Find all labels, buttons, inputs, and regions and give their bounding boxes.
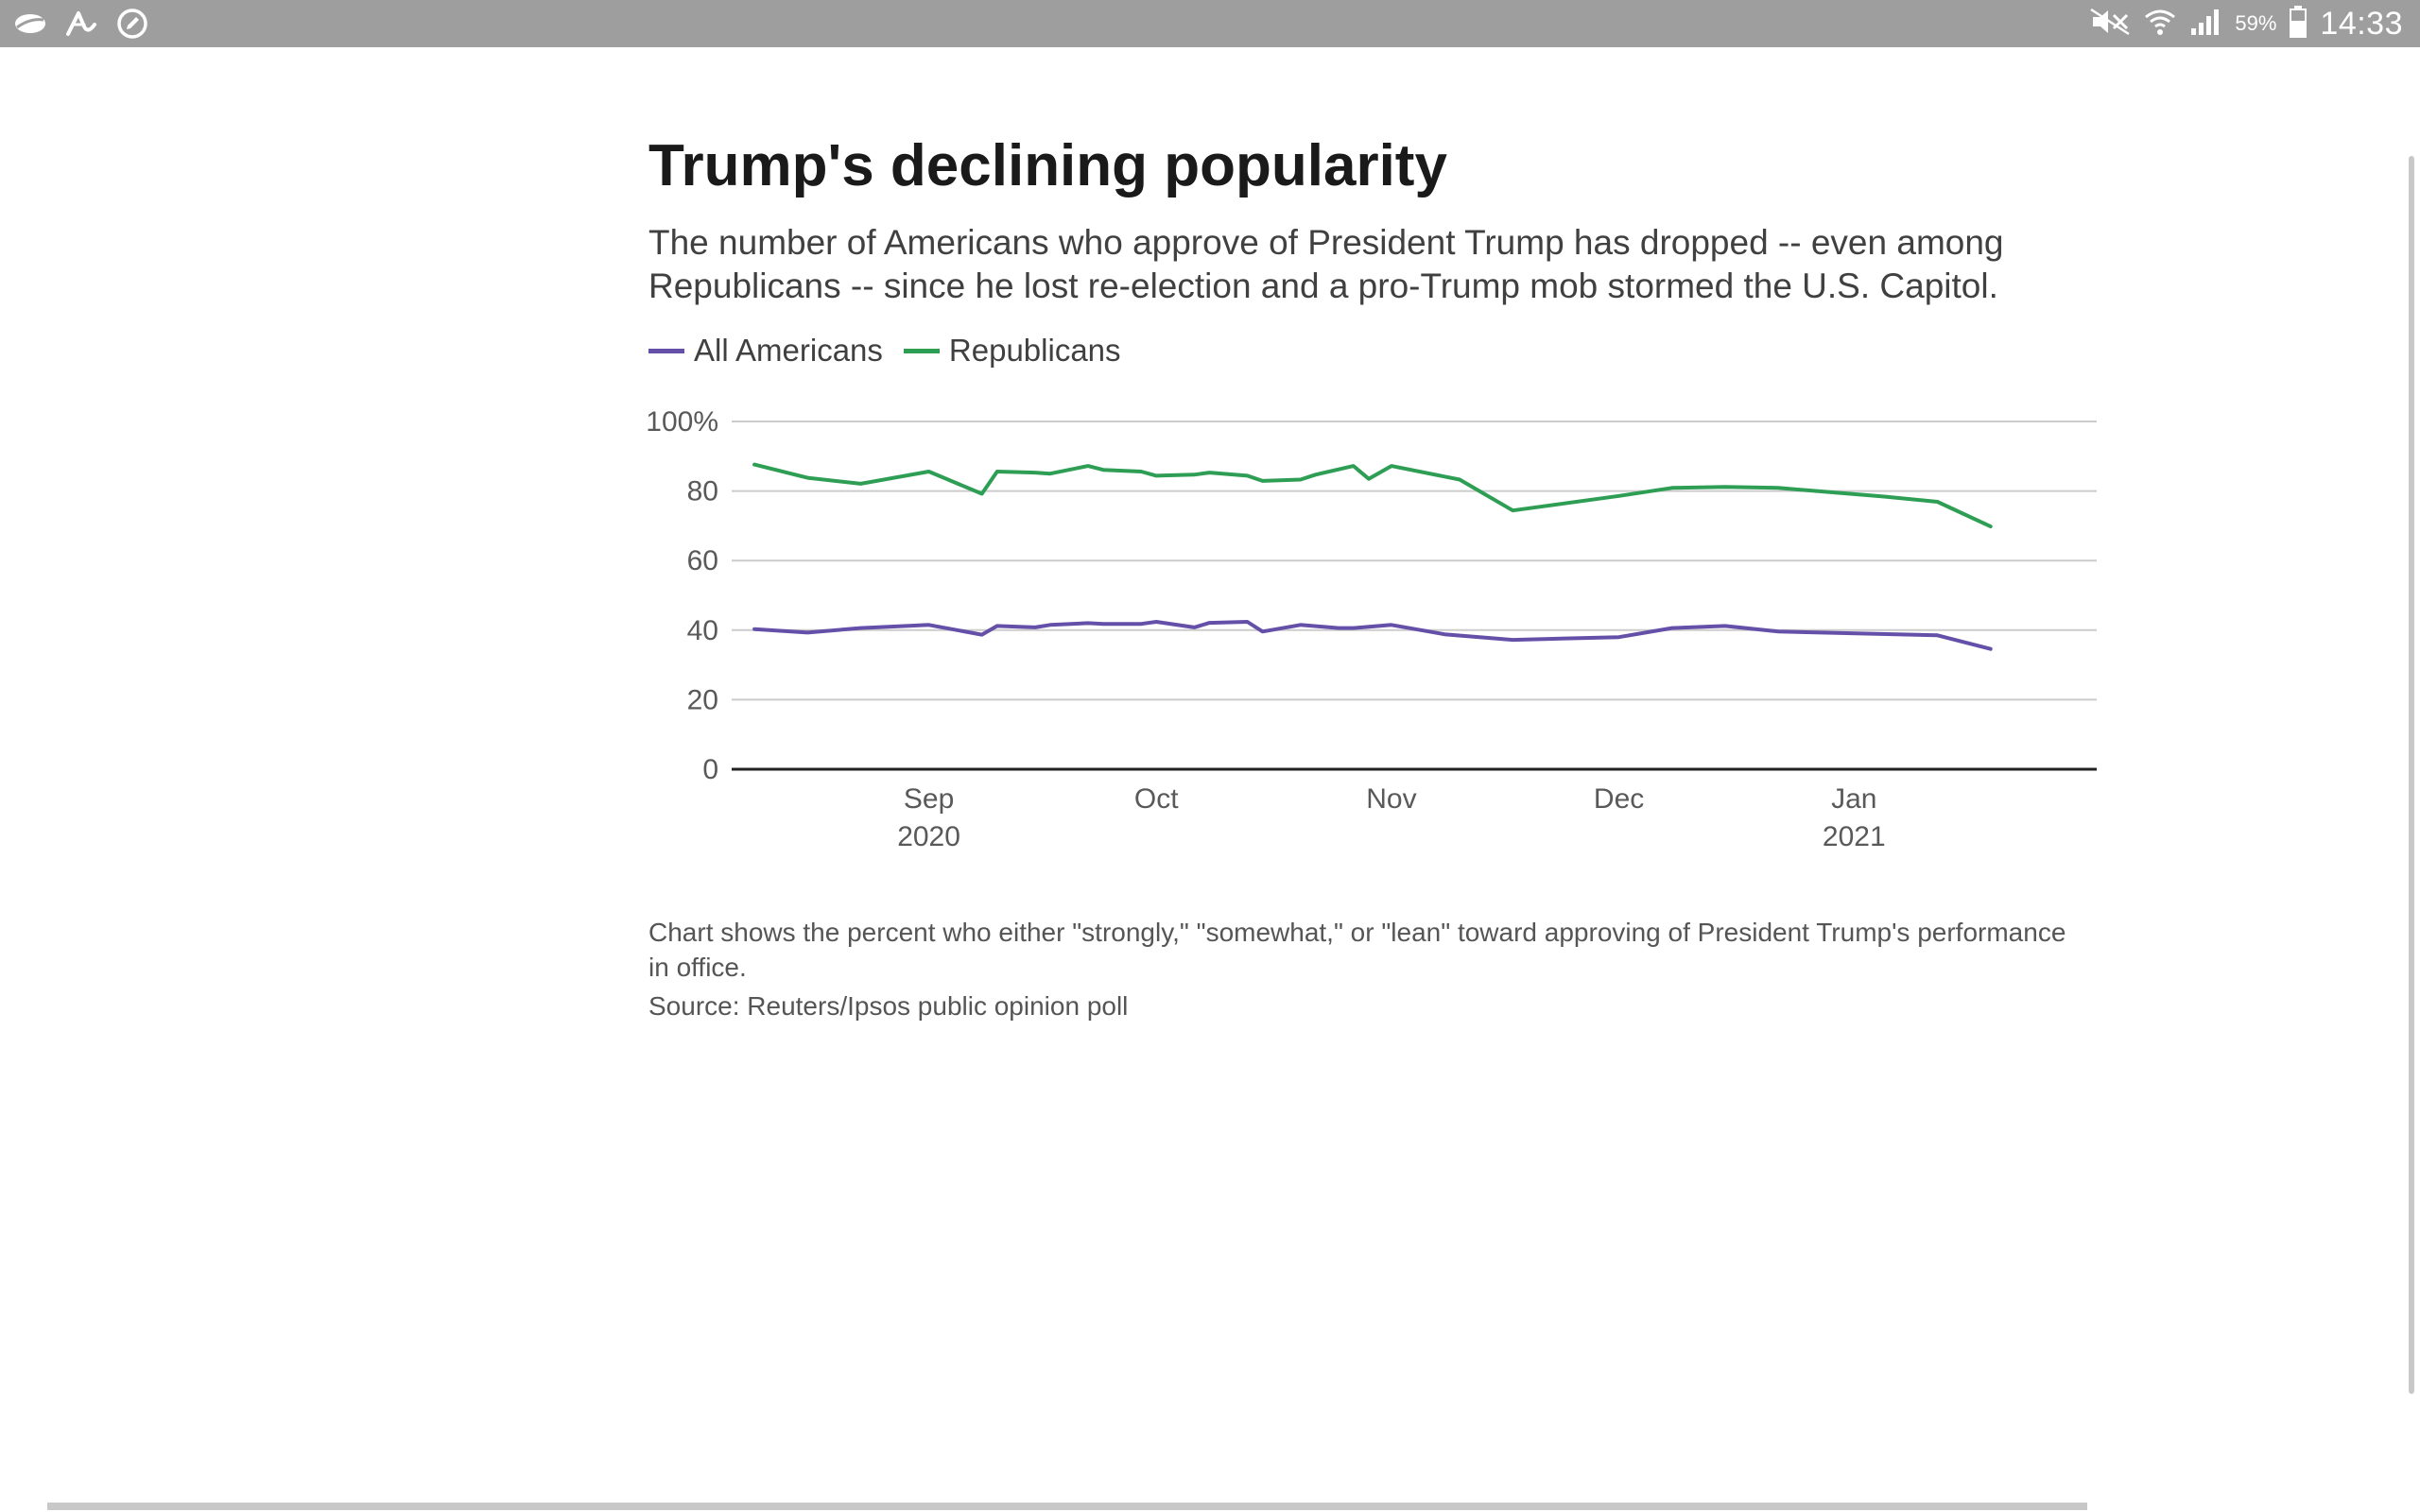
x-tick-label: Nov: [1366, 783, 1416, 815]
series-lines: [752, 462, 1993, 651]
x-tick-label: Sep: [904, 783, 954, 815]
y-tick-label: 60: [687, 545, 718, 576]
signal-icon: [2189, 8, 2221, 41]
y-tick-label: 20: [687, 684, 718, 715]
cloud-icon: [13, 8, 47, 40]
legend-swatch-republicans: [903, 348, 940, 353]
x-tick-year-label: 2021: [1823, 821, 1886, 852]
status-bar: 59% 14:33: [0, 0, 2420, 47]
series-line-republicans: [752, 462, 1993, 529]
series-line-all-americans: [752, 620, 1993, 651]
y-tick-label: 0: [702, 754, 718, 785]
edit-icon: [115, 8, 149, 40]
x-tick-label: Jan: [1831, 783, 1876, 815]
y-axis-labels: 0 20 40 60 80 100%: [646, 406, 718, 785]
y-tick-label: 100%: [646, 406, 718, 438]
legend-label-republicans: Republicans: [948, 333, 1121, 368]
vertical-scrollbar[interactable]: [2409, 156, 2414, 1394]
legend-item-republicans: Republicans: [903, 333, 1121, 369]
x-tick-label: Dec: [1594, 783, 1644, 815]
chart-notes: Chart shows the percent who either "stro…: [648, 915, 2085, 1023]
signature-icon: [64, 8, 98, 40]
chart-note: Chart shows the percent who either "stro…: [648, 918, 2066, 982]
x-axis-labels: Sep 2020 Oct Nov Dec Jan 2021: [897, 783, 1885, 852]
chart-source: Source: Reuters/Ipsos public opinion pol…: [648, 991, 1129, 1021]
legend-swatch-all-americans: [648, 348, 684, 353]
legend-item-all-americans: All Americans: [648, 333, 883, 369]
chart-title: Trump's declining popularity: [648, 133, 1447, 198]
status-bar-left: [13, 8, 149, 40]
chart-subtitle: The number of Americans who approve of P…: [648, 223, 2004, 305]
mute-icon: [2089, 8, 2131, 41]
horizontal-scrollbar[interactable]: [47, 1503, 2087, 1510]
legend-label-all-americans: All Americans: [694, 333, 883, 368]
battery-percent: 59%: [2235, 11, 2277, 35]
status-bar-right: 59% 14:33: [2089, 5, 2403, 43]
chart-article: Trump's declining popularity The number …: [648, 123, 2104, 370]
chart-legend: All Americans Republicans: [648, 331, 2104, 370]
y-tick-label: 40: [687, 615, 718, 646]
x-tick-label: Oct: [1134, 783, 1179, 815]
clock: 14:33: [2320, 5, 2403, 42]
y-tick-label: 80: [687, 476, 718, 507]
wifi-icon: [2144, 8, 2176, 41]
x-tick-year-label: 2020: [897, 821, 960, 852]
line-chart: 0 20 40 60 80 100% Sep 2020 Oct Nov Dec Jan 2021: [646, 406, 2097, 852]
battery-icon: [2290, 5, 2308, 43]
